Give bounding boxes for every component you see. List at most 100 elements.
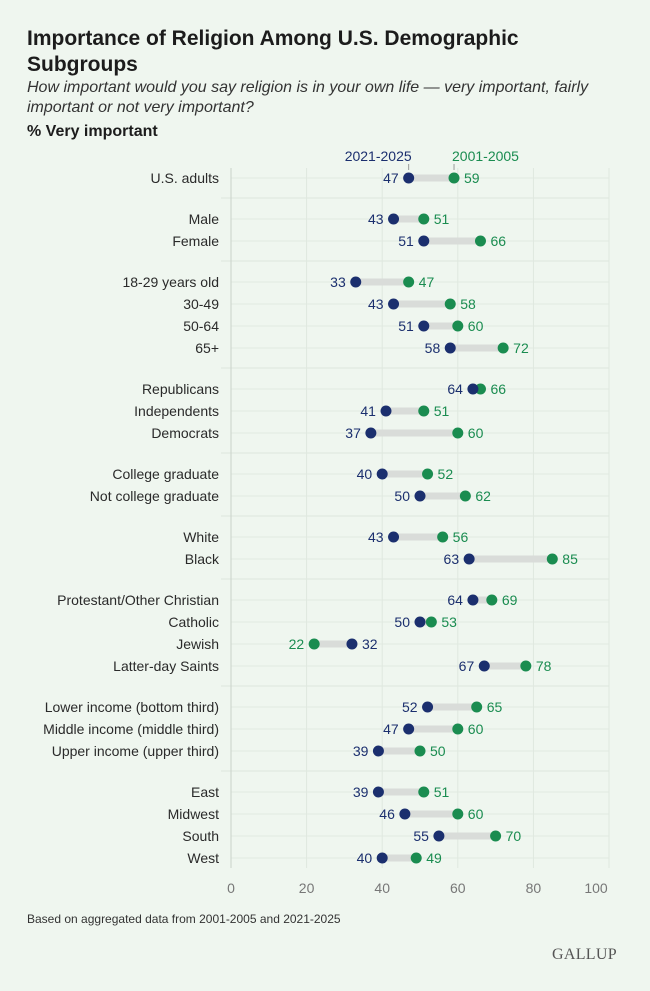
value-2021-2025: 64	[447, 381, 463, 397]
value-2021-2025: 33	[330, 274, 346, 290]
gallup-logo: GALLUP	[552, 946, 617, 963]
dot-2001-2005	[546, 553, 558, 565]
dot-2001-2005	[418, 405, 430, 417]
dot-2001-2005	[474, 235, 486, 247]
value-2021-2025: 67	[459, 658, 475, 674]
value-2001-2005: 60	[468, 425, 484, 441]
value-2001-2005: 51	[434, 211, 450, 227]
row-label: Catholic	[168, 614, 219, 630]
value-2001-2005: 60	[468, 318, 484, 334]
row-label: White	[183, 529, 219, 545]
dot-2021-2025	[422, 701, 434, 713]
dot-2021-2025	[399, 808, 411, 820]
value-2001-2005: 60	[468, 721, 484, 737]
value-2021-2025: 41	[360, 403, 376, 419]
dot-2021-2025	[433, 830, 445, 842]
dot-2021-2025	[467, 594, 479, 606]
row-label: 50-64	[183, 318, 219, 334]
dot-2021-2025	[444, 342, 456, 354]
row-label: Middle income (middle third)	[43, 721, 219, 737]
dot-2021-2025	[388, 213, 400, 225]
dot-2001-2005	[452, 723, 464, 735]
value-2021-2025: 63	[444, 551, 460, 567]
value-2021-2025: 39	[353, 743, 369, 759]
value-2021-2025: 40	[357, 466, 373, 482]
value-2021-2025: 40	[357, 850, 373, 866]
dot-2001-2005	[452, 320, 464, 332]
row-label: Republicans	[142, 381, 219, 397]
dot-2021-2025	[418, 320, 430, 332]
dot-2001-2005	[444, 298, 456, 310]
dot-2021-2025	[478, 660, 490, 672]
dot-2001-2005	[452, 427, 464, 439]
dot-2021-2025	[372, 745, 384, 757]
value-2021-2025: 37	[345, 425, 361, 441]
dot-2001-2005	[490, 830, 502, 842]
row-label: 18-29 years old	[122, 274, 219, 290]
row-label: Protestant/Other Christian	[57, 592, 219, 608]
dot-2001-2005	[418, 213, 430, 225]
row-label: Latter-day Saints	[113, 658, 219, 674]
value-2021-2025: 46	[379, 806, 395, 822]
value-2001-2005: 60	[468, 806, 484, 822]
value-2001-2005: 78	[536, 658, 552, 674]
dot-2021-2025	[388, 531, 400, 543]
value-2021-2025: 51	[398, 233, 414, 249]
dot-2021-2025	[414, 490, 426, 502]
dot-2021-2025	[346, 638, 358, 650]
value-2021-2025: 43	[368, 211, 384, 227]
footnote: Based on aggregated data from 2001-2005 …	[27, 912, 341, 926]
value-2021-2025: 43	[368, 296, 384, 312]
dot-2001-2005	[418, 786, 430, 798]
row-label: U.S. adults	[151, 170, 219, 186]
row-label: South	[182, 828, 219, 844]
row-label: West	[187, 850, 219, 866]
dot-2021-2025	[418, 235, 430, 247]
measure-label: % Very important	[27, 123, 158, 140]
dot-2001-2005	[422, 468, 434, 480]
dot-2021-2025	[376, 468, 388, 480]
row-label: 30-49	[183, 296, 219, 312]
value-2001-2005: 72	[513, 340, 529, 356]
legend-2001-2005: 2001-2005	[452, 148, 519, 164]
value-2021-2025: 64	[447, 592, 463, 608]
value-2001-2005: 65	[487, 699, 503, 715]
dot-2021-2025	[376, 852, 388, 864]
value-2001-2005: 56	[453, 529, 469, 545]
x-tick-label: 100	[584, 880, 608, 896]
dot-2001-2005	[414, 745, 426, 757]
value-2021-2025: 43	[368, 529, 384, 545]
row-label: 65+	[195, 340, 219, 356]
dot-2021-2025	[414, 616, 426, 628]
x-tick-label: 40	[374, 880, 390, 896]
value-2001-2005: 52	[438, 466, 454, 482]
value-2001-2005: 47	[419, 274, 435, 290]
dot-2001-2005	[425, 616, 437, 628]
value-2001-2005: 49	[426, 850, 442, 866]
row-label: Upper income (upper third)	[52, 743, 219, 759]
value-2001-2005: 62	[475, 488, 491, 504]
x-tick-label: 20	[299, 880, 315, 896]
row-label: East	[191, 784, 219, 800]
value-2001-2005: 69	[502, 592, 518, 608]
value-2001-2005: 51	[434, 784, 450, 800]
value-2021-2025: 52	[402, 699, 418, 715]
dot-2001-2005	[308, 638, 320, 650]
row-label: Independents	[134, 403, 219, 419]
value-2001-2005: 50	[430, 743, 446, 759]
value-2001-2005: 66	[490, 233, 506, 249]
value-2021-2025: 50	[394, 614, 410, 630]
value-2001-2005: 59	[464, 170, 480, 186]
row-label: Lower income (bottom third)	[45, 699, 219, 715]
x-tick-label: 80	[526, 880, 542, 896]
dot-2001-2005	[403, 276, 415, 288]
dot-2001-2005	[452, 808, 464, 820]
value-2001-2005: 58	[460, 296, 476, 312]
value-2021-2025: 50	[394, 488, 410, 504]
value-2021-2025: 47	[383, 170, 399, 186]
dot-2001-2005	[437, 531, 449, 543]
dot-2021-2025	[372, 786, 384, 798]
row-label: Jewish	[176, 636, 219, 652]
value-2021-2025: 47	[383, 721, 399, 737]
dot-2021-2025	[463, 553, 475, 565]
